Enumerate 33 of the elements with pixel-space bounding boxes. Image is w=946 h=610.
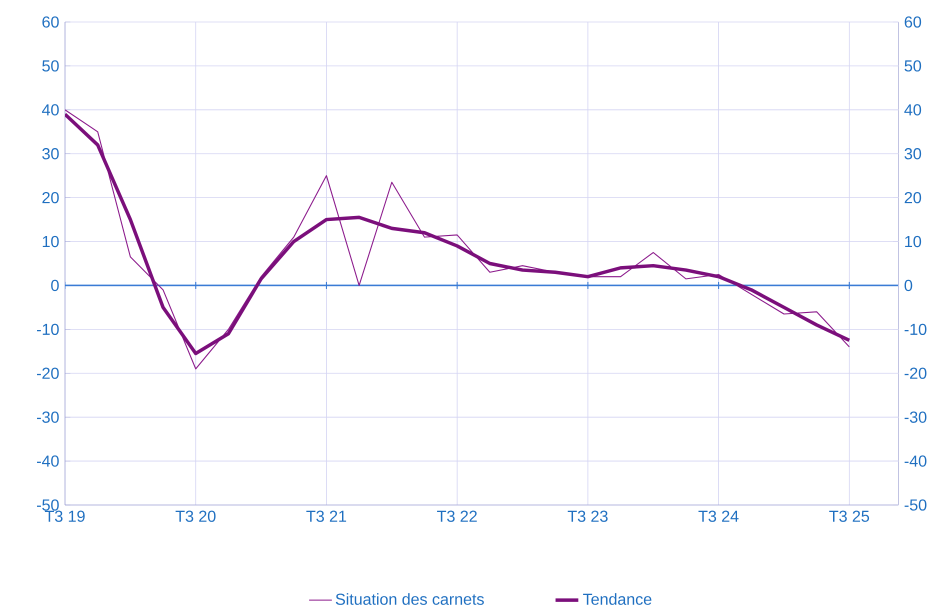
y2-tick-label: 0 <box>51 280 59 292</box>
y-tick-label: 50 <box>904 60 922 72</box>
y2-tick-label: 60 <box>42 16 59 28</box>
y2-tick-label: -30 <box>36 412 59 423</box>
x-tick-label: T3 22 <box>437 510 477 522</box>
legend-label: Tendance <box>583 593 652 605</box>
y2-tick-label: -50 <box>36 499 59 511</box>
x-tick-label: T3 25 <box>829 510 870 522</box>
y2-tick-label: 10 <box>42 236 59 248</box>
y2-tick-label: 30 <box>42 148 59 160</box>
y-tick-label: -20 <box>904 368 926 379</box>
y2-tick-label: 50 <box>42 60 59 72</box>
y-tick-label: 10 <box>905 236 922 248</box>
y-tick-label: 30 <box>904 148 922 160</box>
y2-tick-label: -40 <box>36 455 59 467</box>
y-tick-label: 20 <box>904 192 922 204</box>
y-tick-label: -40 <box>904 455 926 467</box>
x-tick-label: T3 19 <box>44 510 85 522</box>
y2-tick-label: 40 <box>42 104 59 116</box>
x-tick-label: T3 23 <box>568 510 608 522</box>
y-tick-label: 0 <box>904 280 912 292</box>
y2-tick-label: -10 <box>36 324 59 336</box>
y-tick-label: -50 <box>904 499 926 511</box>
y-tick-label: -30 <box>904 412 926 423</box>
y2-tick-label: -20 <box>36 368 59 379</box>
y-tick-label: 40 <box>904 104 922 116</box>
x-tick-label: T3 24 <box>698 510 739 522</box>
y-tick-label: -10 <box>904 324 926 336</box>
x-tick-label: T3 20 <box>176 510 216 522</box>
y-tick-label: 60 <box>904 16 922 28</box>
x-tick-label: T3 21 <box>306 510 346 522</box>
y2-tick-label: 20 <box>42 192 59 204</box>
legend-label: Situation des carnets <box>336 593 484 605</box>
